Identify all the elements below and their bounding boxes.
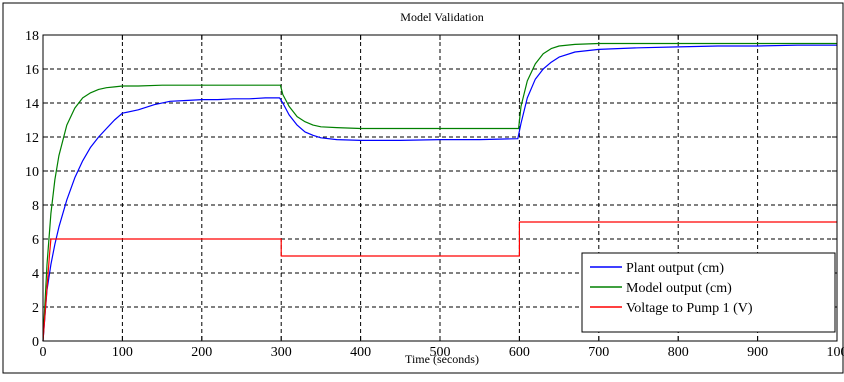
x-tick-label: 600	[509, 345, 530, 360]
y-tick-label: 0	[32, 335, 39, 350]
legend-label: Plant output (cm)	[626, 261, 724, 276]
y-tick-label: 2	[32, 301, 39, 316]
x-tick-label: 700	[588, 345, 609, 360]
x-axis-label: Time (seconds)	[405, 352, 479, 366]
x-tick-label: 800	[668, 345, 689, 360]
y-tick-label: 10	[25, 165, 39, 180]
y-tick-label: 12	[25, 131, 39, 146]
x-tick-label: 300	[271, 345, 292, 360]
y-tick-label: 4	[32, 267, 39, 282]
x-tick-label: 400	[350, 345, 371, 360]
chart-title: Model Validation	[400, 10, 483, 24]
legend: Plant output (cm) Model output (cm) Voltag…	[582, 253, 835, 332]
y-tick-label: 16	[25, 63, 39, 78]
x-tick-label: 100	[827, 345, 844, 360]
y-tick-label: 18	[25, 29, 39, 44]
x-tick-label: 200	[191, 345, 212, 360]
x-tick-label: 100	[112, 345, 133, 360]
y-tick-label: 8	[32, 199, 39, 214]
legend-label: Model output (cm)	[626, 281, 732, 296]
y-tick-label: 6	[32, 233, 39, 248]
y-tick-label: 14	[25, 97, 39, 112]
x-tick-label: 0	[40, 345, 47, 360]
legend-label: Voltage to Pump 1 (V)	[626, 301, 753, 316]
x-tick-label: 900	[747, 345, 768, 360]
